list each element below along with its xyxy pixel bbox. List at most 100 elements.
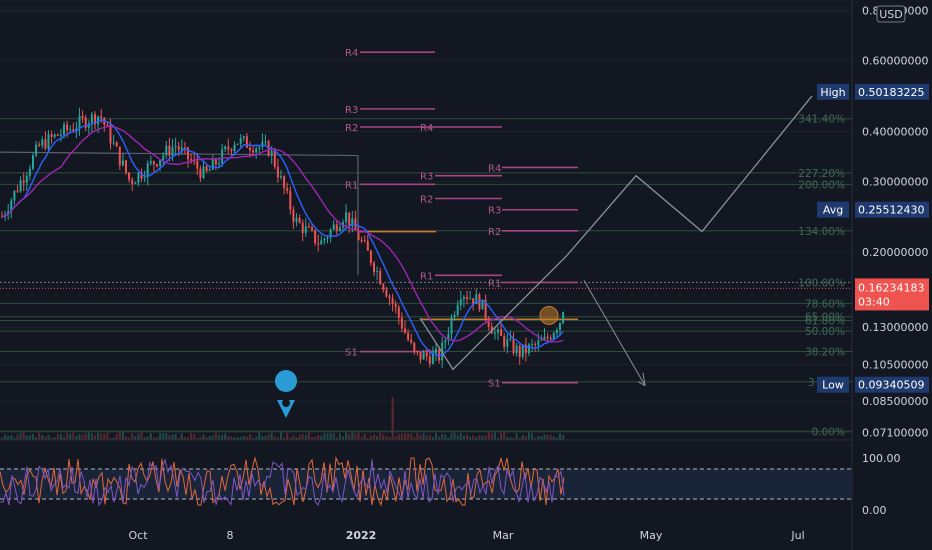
candle-body (199, 168, 202, 179)
candle-body (193, 160, 196, 162)
candle-body (555, 329, 558, 334)
low-label: Low (822, 379, 844, 392)
high-label: High (820, 86, 845, 99)
volume-bar (162, 433, 165, 440)
volume-bar (360, 436, 363, 440)
candle-body (431, 353, 434, 364)
candle-body (280, 176, 282, 178)
candle-body (357, 230, 360, 241)
volume-bar (4, 434, 7, 440)
candle-body (388, 296, 391, 299)
volume-bar (286, 433, 289, 440)
volume-bar (180, 433, 183, 440)
fib-zones: 341.40% 227.20%200.00% 134.00% 100.00% 78.60… (0, 114, 852, 438)
volume-bar (183, 437, 186, 440)
last-price-value: 0.16234183 (858, 281, 924, 294)
candle-body (391, 298, 394, 304)
candle-body (487, 318, 490, 327)
volume-bar (531, 433, 534, 440)
volume-bar (245, 436, 248, 440)
volume-bar (537, 436, 540, 440)
volume-bar (13, 437, 16, 440)
volume-bar (534, 437, 537, 440)
candle-body (363, 240, 366, 242)
volume-bar (156, 437, 158, 440)
fib-label: 0.00% (812, 426, 845, 438)
volume-bar (118, 432, 121, 440)
price-tick-label: 0.13000000 (862, 321, 928, 334)
candle-body (506, 339, 509, 347)
volume-bar (549, 435, 552, 440)
volume-bar (500, 433, 503, 440)
candle-body (90, 114, 93, 124)
candle-body (218, 163, 220, 165)
candle-body (221, 149, 224, 164)
highlight-circle (539, 305, 559, 325)
low-value: 0.09340509 (858, 379, 924, 392)
candle-body (63, 124, 65, 135)
volume-bar (413, 437, 416, 440)
candle-body (276, 166, 279, 178)
volume-bar (410, 433, 413, 440)
candle-body (214, 159, 217, 165)
volume-bar (84, 433, 87, 440)
volume-bar (497, 437, 499, 440)
avg-value-bg (855, 201, 929, 218)
candle-body (314, 230, 317, 244)
volume-bar (546, 434, 549, 440)
candle-body (295, 217, 298, 222)
volume-bar (56, 434, 59, 440)
volume-bar (230, 436, 233, 440)
volume-bar (292, 435, 295, 440)
candle-body (47, 134, 50, 149)
volume-bar (50, 437, 53, 440)
projection-path (275, 95, 813, 418)
volume-bar (469, 436, 472, 440)
fib-label: 200.00% (798, 179, 845, 191)
currency-badge (876, 5, 906, 23)
volume-bar (25, 435, 28, 440)
volume-bar (199, 436, 202, 440)
price-tick-label: 0.07100000 (862, 426, 928, 439)
volume-bar (422, 433, 425, 440)
volume-bar (450, 433, 453, 440)
volume-bar (35, 437, 38, 440)
fib-label: 50.00% (805, 326, 845, 338)
volume-bar (444, 434, 447, 440)
pivot-label: R3 (420, 172, 433, 183)
volume-bar (338, 433, 341, 440)
candle-body (106, 124, 109, 126)
candle-body (165, 145, 168, 156)
time-tick-label: 2022 (346, 529, 377, 542)
candle-body (137, 172, 140, 183)
candle-body (196, 160, 199, 169)
volume-bar (459, 433, 462, 440)
pivot-levels: R4 R3 R2 R1 R4 R3 R2 R1 R4 R3 R2 R1 S1 S1 (0, 48, 578, 390)
candle-body (53, 134, 56, 137)
candle-body (38, 144, 41, 146)
volume-bar (28, 434, 31, 440)
candle-body (143, 177, 146, 179)
candle-body (227, 146, 230, 150)
candle-body (466, 297, 468, 299)
candle-body (94, 114, 96, 125)
candle-body (255, 148, 258, 153)
candle-body (224, 146, 227, 150)
candle-body (379, 270, 382, 285)
volume-bar (202, 434, 205, 440)
candle-body (10, 200, 13, 212)
candle-body (292, 209, 295, 222)
candle-body (345, 212, 348, 223)
pivot-label: S1 (345, 348, 358, 359)
candle-body (22, 180, 25, 183)
volume-bar (1, 437, 3, 440)
candle-body (264, 141, 267, 143)
candle-body (187, 147, 189, 160)
candle-body (397, 307, 400, 318)
volume-bar (152, 437, 155, 440)
low-label-bg (817, 376, 849, 393)
volume-bar (112, 437, 115, 440)
candle-body (500, 329, 503, 337)
candle-body (273, 150, 276, 167)
